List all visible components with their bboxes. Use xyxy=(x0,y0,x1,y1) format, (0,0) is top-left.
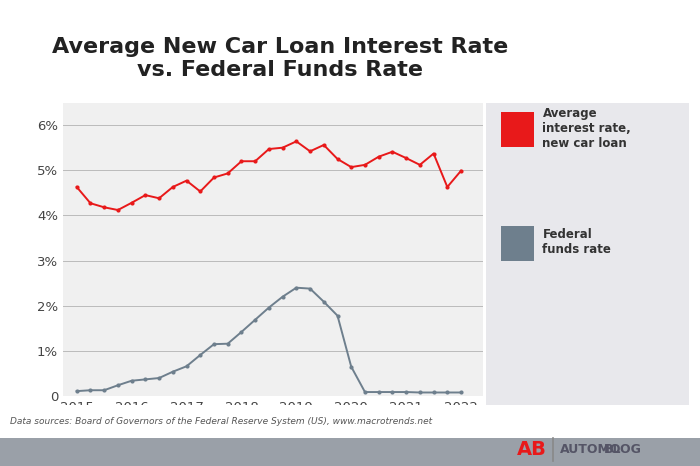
Text: BLOG: BLOG xyxy=(603,443,641,456)
Text: AB: AB xyxy=(517,440,547,459)
Text: Federal
funds rate: Federal funds rate xyxy=(542,228,611,256)
Text: AUTOMO: AUTOMO xyxy=(560,443,622,456)
Text: Average New Car Loan Interest Rate
vs. Federal Funds Rate: Average New Car Loan Interest Rate vs. F… xyxy=(52,37,508,81)
Text: Average
interest rate,
new car loan: Average interest rate, new car loan xyxy=(542,107,631,150)
Text: Data sources: Board of Governors of the Federal Reserve System (US), www.macrotr: Data sources: Board of Governors of the … xyxy=(10,417,433,426)
